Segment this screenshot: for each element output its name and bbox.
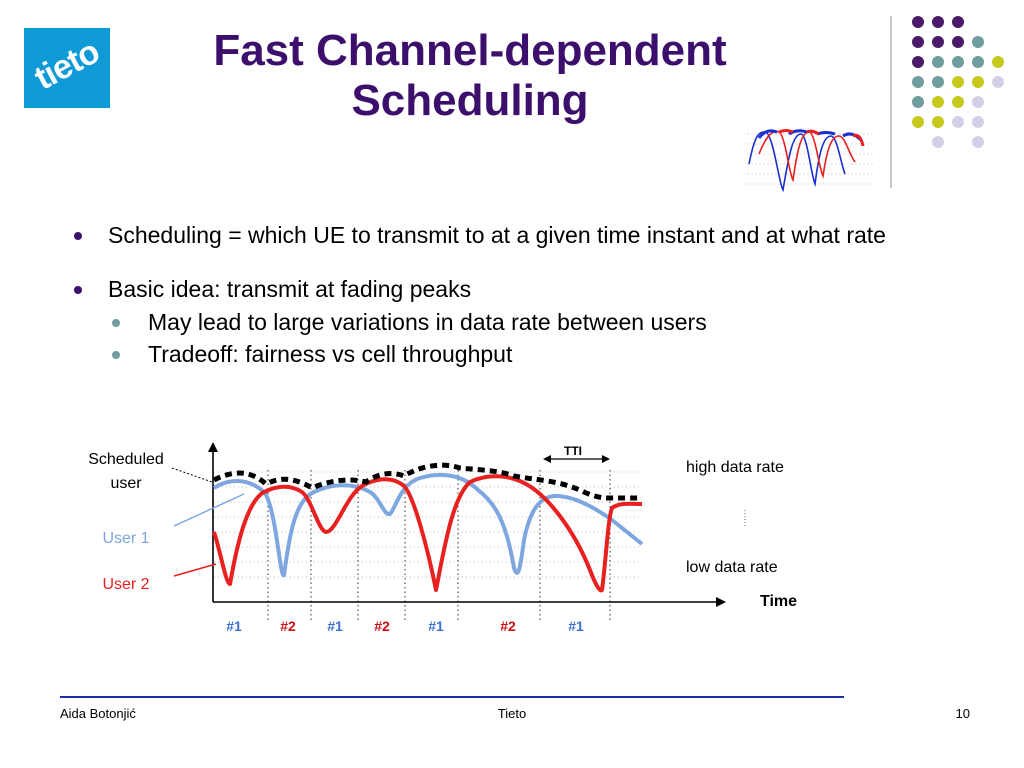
bullet-item: Basic idea: transmit at fading peaks xyxy=(72,276,932,302)
bullet-item: Scheduling = which UE to transmit to at … xyxy=(72,222,932,248)
slot-label: #1 xyxy=(327,618,343,634)
low-data-rate-label: low data rate xyxy=(686,559,778,576)
user1-pointer xyxy=(173,493,245,527)
decor-divider xyxy=(890,16,892,188)
bullet-list: Scheduling = which UE to transmit to at … xyxy=(72,222,932,370)
footer-author: Aida Botonjić xyxy=(60,706,136,721)
tti-separators xyxy=(267,470,611,620)
tti-label: TTI xyxy=(564,444,582,458)
tti-marker: TTI xyxy=(543,444,610,463)
tieto-logo: tieto xyxy=(24,28,110,108)
bullet-text: Basic idea: transmit at fading peaks xyxy=(108,276,472,302)
scheduled-user-label-1: Scheduled xyxy=(88,451,164,468)
logo-text: tieto xyxy=(28,32,106,98)
decor-dot-grid xyxy=(912,16,1004,148)
slot-label: #1 xyxy=(568,618,584,634)
scheduled-user-pointer xyxy=(171,467,213,483)
scheduled-user-label-2: user xyxy=(110,475,142,492)
footer-page-number: 10 xyxy=(955,706,970,721)
bullet-marker xyxy=(74,232,82,240)
slide-title: Fast Channel-dependent Scheduling xyxy=(120,26,820,126)
slot-label: #2 xyxy=(500,618,516,634)
user2-label: User 2 xyxy=(102,576,149,593)
slot-label: #1 xyxy=(428,618,444,634)
sub-bullet-marker xyxy=(112,319,120,327)
scheduled-user-envelope xyxy=(212,462,642,501)
axes xyxy=(208,442,726,607)
user1-label: User 1 xyxy=(102,530,149,547)
sub-bullet-text: Tradeoff: fairness vs cell throughput xyxy=(148,341,513,367)
bullet-text: Scheduling = which UE to transmit to at … xyxy=(108,222,886,248)
sub-bullet-text: May lead to large variations in data rat… xyxy=(148,309,707,335)
user2-curve xyxy=(212,474,643,593)
slot-label: #1 xyxy=(226,618,242,634)
sub-bullet-item: Tradeoff: fairness vs cell throughput xyxy=(72,338,932,370)
title-line-2: Scheduling xyxy=(351,76,589,125)
title-line-1: Fast Channel-dependent xyxy=(213,26,727,75)
bullet-marker xyxy=(74,286,82,294)
slot-label: #2 xyxy=(374,618,390,634)
sub-bullet-item: May lead to large variations in data rat… xyxy=(72,306,932,338)
footer-company: Tieto xyxy=(497,706,527,721)
decor-fading-wave xyxy=(747,129,873,192)
slot-label: #2 xyxy=(280,618,296,634)
scheduling-diagram: TTI Scheduled user User 1 User 2 high da… xyxy=(88,442,797,634)
sub-bullet-marker xyxy=(112,351,120,359)
user2-pointer xyxy=(173,563,217,577)
user1-curve xyxy=(212,472,644,578)
footer-divider xyxy=(60,696,844,698)
time-axis-label: Time xyxy=(760,593,797,610)
high-data-rate-label: high data rate xyxy=(686,459,784,476)
